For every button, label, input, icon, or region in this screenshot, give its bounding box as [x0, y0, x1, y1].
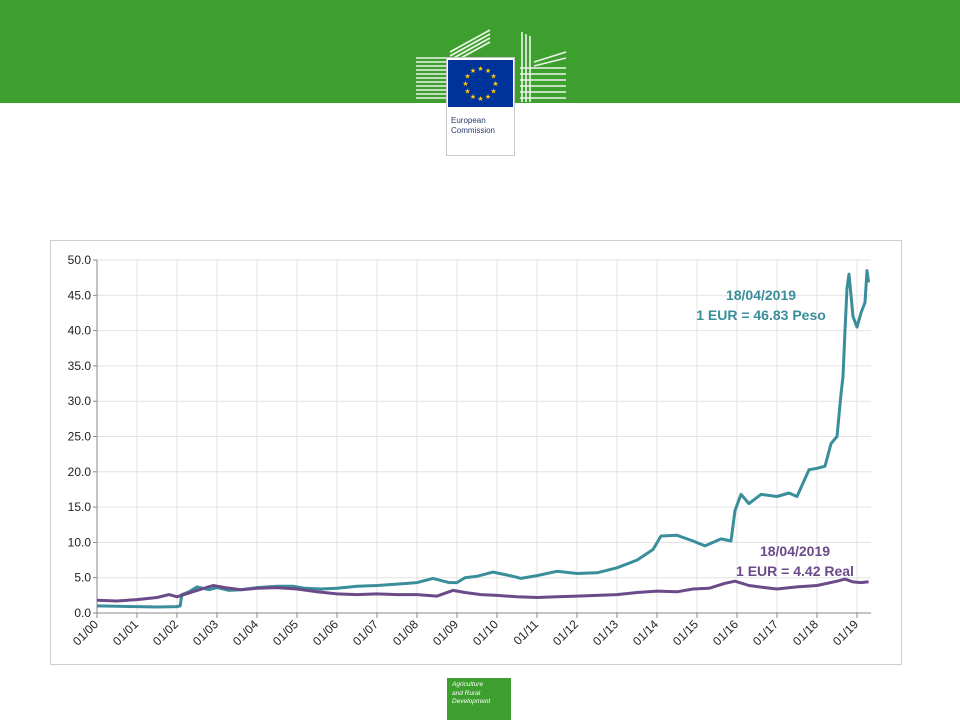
y-tick-label: 35.0 [68, 359, 92, 373]
peso-annotation-text: 1 EUR = 46.83 Peso [696, 307, 826, 323]
badge-line-3: Development [452, 698, 491, 705]
eu-star-icon: ★ [464, 73, 470, 81]
peso-annotation-date: 18/04/2019 [726, 287, 796, 303]
badge-line-1: Agriculture [452, 681, 484, 688]
eu-flag-icon: ★ ★ ★ ★ ★ ★ ★ ★ ★ ★ ★ ★ [448, 60, 513, 107]
x-tick-label: 01/18 [790, 617, 821, 648]
berlaymont-building-icon [416, 29, 567, 102]
real-series-line [96, 577, 869, 603]
x-tick-label: 01/06 [310, 617, 341, 648]
y-axis-ticks: 50.0 45.0 40.0 35.0 30.0 25.0 20.0 15.0 10.0 5.0 0… [68, 253, 97, 620]
eu-star-icon: ★ [470, 93, 476, 101]
series [96, 269, 871, 609]
logo-line-1: European [451, 116, 486, 125]
badge-text: Agriculture and Rural Development [452, 681, 490, 707]
logo-wordmark: European Commission [451, 116, 495, 136]
x-tick-label: 01/03 [190, 617, 221, 648]
eu-star-icon: ★ [470, 67, 476, 75]
y-tick-label: 30.0 [68, 394, 92, 408]
logo-plate: ★ ★ ★ ★ ★ ★ ★ ★ ★ ★ ★ ★ European Commission [446, 57, 515, 156]
x-tick-label: 01/10 [470, 617, 501, 648]
x-tick-label: 01/02 [150, 617, 181, 648]
y-tick-label: 0.0 [74, 606, 91, 620]
x-tick-label: 01/13 [590, 617, 621, 648]
y-tick-label: 25.0 [68, 430, 92, 444]
x-tick-label: 01/01 [110, 617, 141, 648]
x-tick-label: 01/14 [630, 617, 661, 648]
logo-line-2: Commission [451, 126, 496, 135]
y-tick-label: 20.0 [68, 465, 92, 479]
y-tick-label: 40.0 [68, 324, 92, 338]
x-tick-label: 01/15 [670, 617, 701, 648]
real-annotation-date: 18/04/2019 [760, 543, 830, 559]
chart-svg: 50.0 45.0 40.0 35.0 30.0 25.0 20.0 15.0 10.0 5.0 0… [68, 253, 871, 648]
eu-star-icon: ★ [490, 88, 496, 96]
y-tick-label: 45.0 [68, 288, 92, 302]
eu-star-icon: ★ [464, 88, 470, 96]
y-tick-label: 50.0 [68, 253, 92, 267]
x-tick-label: 01/08 [390, 617, 421, 648]
x-tick-label: 01/16 [710, 617, 741, 648]
badge-line-2: and Rural [452, 689, 481, 697]
x-tick-label: 01/11 [511, 617, 542, 648]
exchange-rate-chart: 50.0 45.0 40.0 35.0 30.0 25.0 20.0 15.0 10.0 5.0 0… [50, 240, 902, 665]
eu-star-icon: ★ [492, 80, 498, 88]
y-tick-label: 10.0 [68, 535, 92, 549]
peso-series-line [96, 269, 871, 609]
x-tick-label: 01/07 [350, 617, 381, 648]
x-tick-label: 01/17 [750, 617, 781, 648]
y-tick-label: 15.0 [68, 500, 92, 514]
x-tick-label: 01/09 [430, 617, 461, 648]
eu-star-icon: ★ [477, 65, 483, 73]
x-tick-label: 01/05 [270, 617, 301, 648]
x-tick-label: 01/12 [550, 617, 581, 648]
eu-star-icon: ★ [485, 93, 491, 101]
eu-star-icon: ★ [462, 80, 468, 88]
eu-star-icon: ★ [477, 95, 483, 103]
european-commission-logo: ★ ★ ★ ★ ★ ★ ★ ★ ★ ★ ★ ★ European Commission [410, 22, 580, 156]
x-tick-label: 01/04 [230, 617, 261, 648]
eu-star-icon: ★ [490, 73, 496, 81]
x-tick-label: 01/00 [70, 617, 101, 648]
eu-star-icon: ★ [485, 67, 491, 75]
x-tick-label: 01/19 [830, 617, 861, 648]
real-annotation-text: 1 EUR = 4.42 Real [736, 563, 854, 579]
y-tick-label: 5.0 [74, 571, 91, 585]
agriculture-rural-development-badge: Agriculture and Rural Development [447, 678, 511, 720]
x-axis-ticks: 01/00 01/01 01/02 01/03 01/04 01/05 01/06 01/07… [70, 613, 861, 648]
